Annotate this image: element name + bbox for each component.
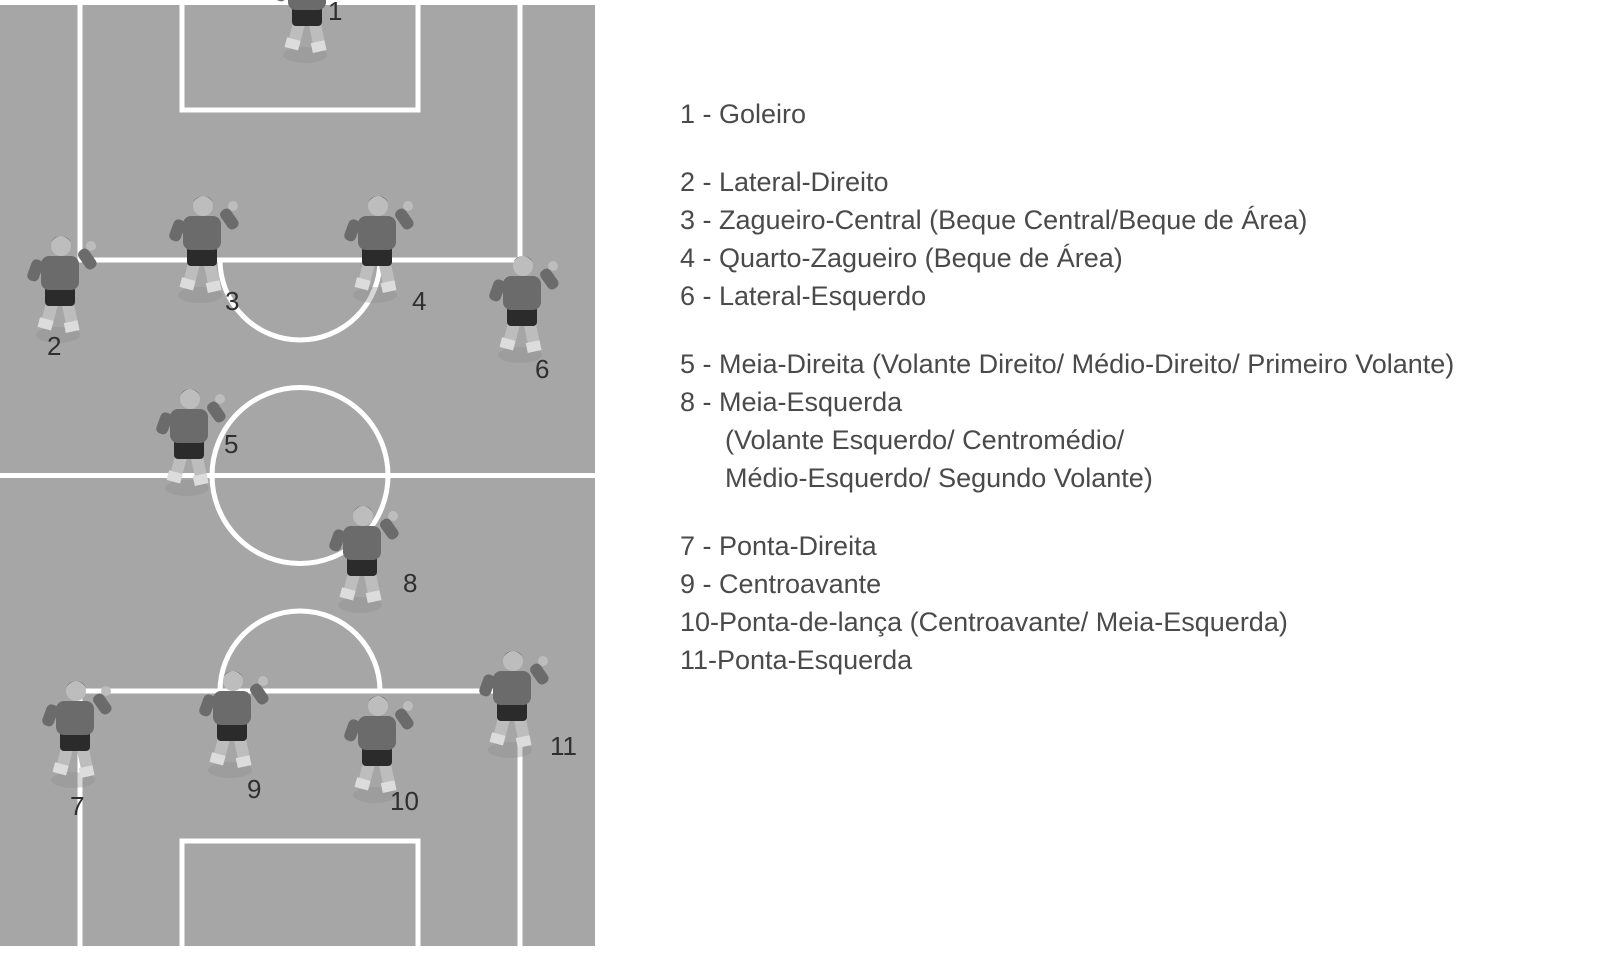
legend-line: 7 - Ponta-Direita (680, 527, 1580, 565)
position-legend: 1 - Goleiro 2 - Lateral-Direito3 - Zaguei… (680, 95, 1580, 709)
player-label-10: 10 (390, 786, 419, 816)
pitch: 1 2 3 4 6 5 8 7 9 10 11 (0, 0, 600, 956)
legend-line: 10-Ponta-de-lança (Centroavante/ Meia-Es… (680, 603, 1580, 641)
legend-line: 11-Ponta-Esquerda (680, 641, 1580, 679)
legend-line: 4 - Quarto-Zagueiro (Beque de Área) (680, 239, 1580, 277)
legend-line: 1 - Goleiro (680, 95, 1580, 133)
player-label-5: 5 (224, 429, 238, 459)
player-label-1: 1 (328, 0, 342, 26)
player-label-4: 4 (412, 286, 426, 316)
formation-diagram: 1 2 3 4 6 5 8 7 9 10 11 1 - Goleiro 2 - Lateral-Dir… (0, 0, 1600, 951)
legend-group-3: 7 - Ponta-Direita9 - Centroavante10-Pont… (680, 527, 1580, 679)
legend-line: 6 - Lateral-Esquerdo (680, 277, 1580, 315)
legend-group-1: 2 - Lateral-Direito3 - Zagueiro-Central … (680, 163, 1580, 315)
legend-group-2: 5 - Meia-Direita (Volante Direito/ Médio… (680, 345, 1580, 497)
player-label-9: 9 (247, 774, 261, 804)
player-label-8: 8 (403, 568, 417, 598)
legend-line: 2 - Lateral-Direito (680, 163, 1580, 201)
legend-line: 9 - Centroavante (680, 565, 1580, 603)
player-label-11: 11 (550, 731, 577, 761)
legend-line: 8 - Meia-Esquerda (680, 383, 1580, 421)
player-label-7: 7 (70, 791, 84, 821)
legend-line: Médio-Esquerdo/ Segundo Volante) (680, 459, 1580, 497)
legend-line: 3 - Zagueiro-Central (Beque Central/Bequ… (680, 201, 1580, 239)
player-label-3: 3 (225, 286, 239, 316)
pitch-svg: 1 2 3 4 6 5 8 7 9 10 11 (0, 0, 600, 951)
player-label-6: 6 (535, 354, 549, 384)
legend-group-0: 1 - Goleiro (680, 95, 1580, 133)
legend-line: (Volante Esquerdo/ Centromédio/ (680, 421, 1580, 459)
player-label-2: 2 (47, 331, 61, 361)
legend-line: 5 - Meia-Direita (Volante Direito/ Médio… (680, 345, 1580, 383)
